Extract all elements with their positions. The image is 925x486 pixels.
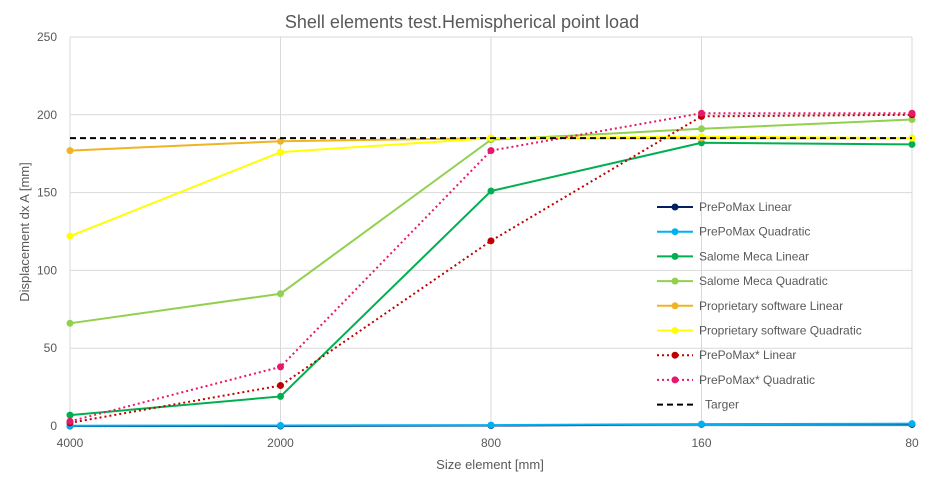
legend-item: PrePoMax Quadratic [657,225,810,239]
legend-item: Proprietary software Quadratic [657,324,862,338]
series-group [66,109,916,430]
gridlines [69,36,913,427]
legend-label: Proprietary software Quadratic [699,324,862,338]
y-tick-label: 250 [37,30,57,44]
data-point [277,422,284,430]
y-axis-label: Displacement dx A [mm] [17,162,32,301]
legend-label: PrePoMax* Linear [699,348,796,362]
legend-label: Proprietary software Linear [699,299,843,313]
y-tick-labels: 0 50 100 150 200 250 [37,30,57,433]
chart-title: Shell elements test.Hemispherical point … [285,12,639,32]
y-tick-label: 50 [44,341,58,355]
legend-marker [671,302,679,310]
y-tick-label: 0 [50,419,57,433]
data-point [698,109,705,117]
x-axis-label: Size element [mm] [436,457,544,472]
data-point [277,290,284,298]
legend-item: Proprietary software Linear [657,299,843,313]
legend-item: Salome Meca Linear [657,249,809,263]
data-point [908,109,916,117]
x-tick-labels: 4000 2000 800 160 80 [57,436,919,450]
legend-label: Salome Meca Quadratic [699,274,828,288]
legend-item: Targer [657,398,739,412]
y-tick-label: 150 [37,186,57,200]
x-tick-label: 160 [691,436,711,450]
legend-marker [671,228,679,236]
legend-label: Targer [705,398,739,412]
legend-marker [671,351,679,359]
data-point [698,125,705,133]
legend-item: PrePoMax Linear [657,200,792,214]
data-point [277,363,284,371]
x-tick-label: 4000 [57,436,84,450]
data-point [487,147,495,155]
data-point [908,420,916,428]
data-point [66,147,74,155]
data-point [277,148,284,156]
data-point [277,382,284,390]
data-point [277,137,284,145]
x-tick-label: 2000 [267,436,294,450]
data-point [487,421,495,429]
y-tick-label: 100 [37,263,57,277]
data-point [277,392,284,400]
data-point [487,187,495,195]
legend: PrePoMax Linear PrePoMax Quadratic Salome … [657,200,862,412]
data-point [66,232,74,240]
legend-item: Salome Meca Quadratic [657,274,828,288]
data-point [487,237,495,245]
legend-item: PrePoMax* Linear [657,348,796,362]
y-tick-label: 200 [37,108,57,122]
data-point [66,411,74,419]
legend-label: Salome Meca Linear [699,249,809,263]
data-point [66,319,74,327]
data-point [66,417,74,425]
data-point [698,420,705,428]
legend-marker [671,376,679,384]
data-point [908,140,916,148]
legend-label: PrePoMax* Quadratic [699,373,815,387]
legend-marker [671,203,679,211]
legend-item: PrePoMax* Quadratic [657,373,815,387]
legend-label: PrePoMax Linear [699,200,792,214]
series-7 [66,109,916,425]
x-tick-label: 800 [481,436,501,450]
legend-marker [671,277,679,285]
legend-label: PrePoMax Quadratic [699,225,810,239]
x-tick-label: 80 [905,436,919,450]
legend-marker [671,252,679,260]
legend-marker [671,327,679,334]
